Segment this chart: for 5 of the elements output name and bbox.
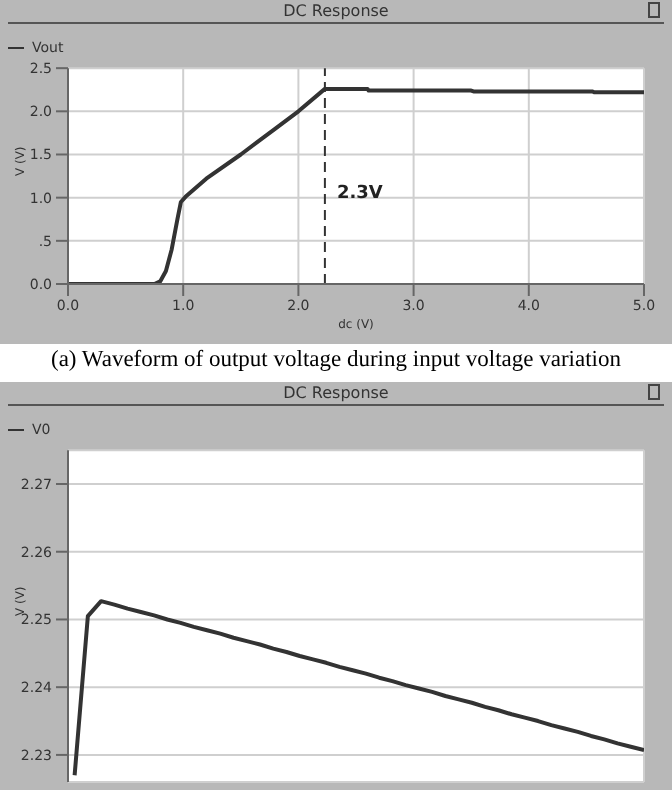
chart-title: DC Response [8,0,664,24]
chart-title: DC Response [8,382,664,406]
text: (a) Waveform of output voltage during input voltage variation [48,346,623,376]
ref-line-label: 2.3V [336,183,383,204]
line-series [72,599,644,778]
